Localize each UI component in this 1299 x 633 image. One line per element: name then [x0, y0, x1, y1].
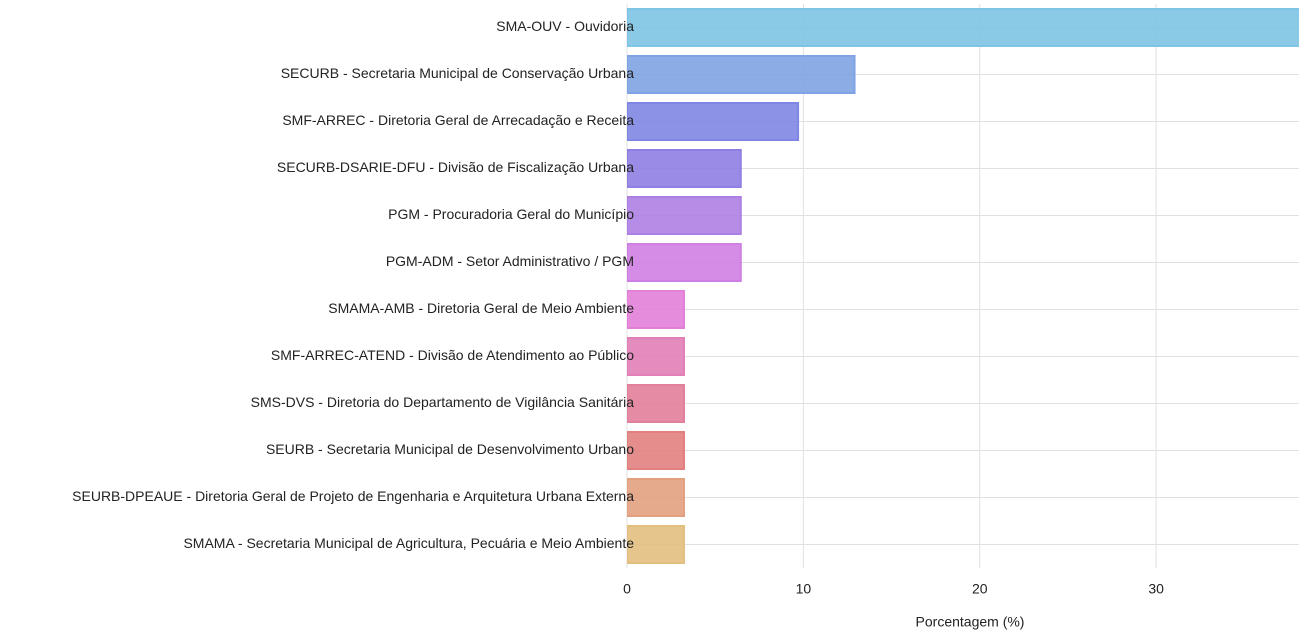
y-tick-label: SECURB - Secretaria Municipal de Conserv…	[281, 65, 634, 81]
bar	[627, 431, 685, 470]
x-tick-label: 20	[972, 581, 988, 597]
y-tick-label: SMA-OUV - Ouvidoria	[496, 18, 634, 34]
y-tick-label: SMF-ARREC-ATEND - Divisão de Atendimento…	[271, 347, 634, 363]
bar	[627, 525, 685, 564]
bar	[627, 478, 685, 517]
y-tick-label: SMS-DVS - Diretoria do Departamento de V…	[251, 394, 635, 410]
y-tick-label: SEURB - Secretaria Municipal de Desenvol…	[266, 441, 634, 457]
x-tick-label: 30	[1148, 581, 1164, 597]
y-tick-label: SMAMA - Secretaria Municipal de Agricult…	[183, 535, 634, 551]
bar	[627, 8, 1299, 47]
bar	[627, 55, 856, 94]
bar	[627, 337, 685, 376]
y-tick-label: SMAMA-AMB - Diretoria Geral de Meio Ambi…	[328, 300, 634, 316]
x-tick-label: 10	[796, 581, 812, 597]
bar	[627, 102, 800, 141]
bar	[627, 243, 742, 282]
y-tick-label: PGM - Procuradoria Geral do Município	[388, 206, 634, 222]
bars	[627, 8, 1299, 564]
bar	[627, 149, 742, 188]
x-tick-label: 0	[623, 581, 631, 597]
bar	[627, 290, 685, 329]
y-tick-label: SECURB-DSARIE-DFU - Divisão de Fiscaliza…	[277, 159, 634, 175]
y-tick-label: PGM-ADM - Setor Administrativo / PGM	[386, 253, 634, 269]
y-tick-label: SEURB-DPEAUE - Diretoria Geral de Projet…	[72, 488, 634, 504]
x-axis-label: Porcentagem (%)	[916, 614, 1025, 630]
bar	[627, 196, 742, 235]
bar	[627, 384, 685, 423]
y-tick-label: SMF-ARREC - Diretoria Geral de Arrecadaç…	[282, 112, 634, 128]
